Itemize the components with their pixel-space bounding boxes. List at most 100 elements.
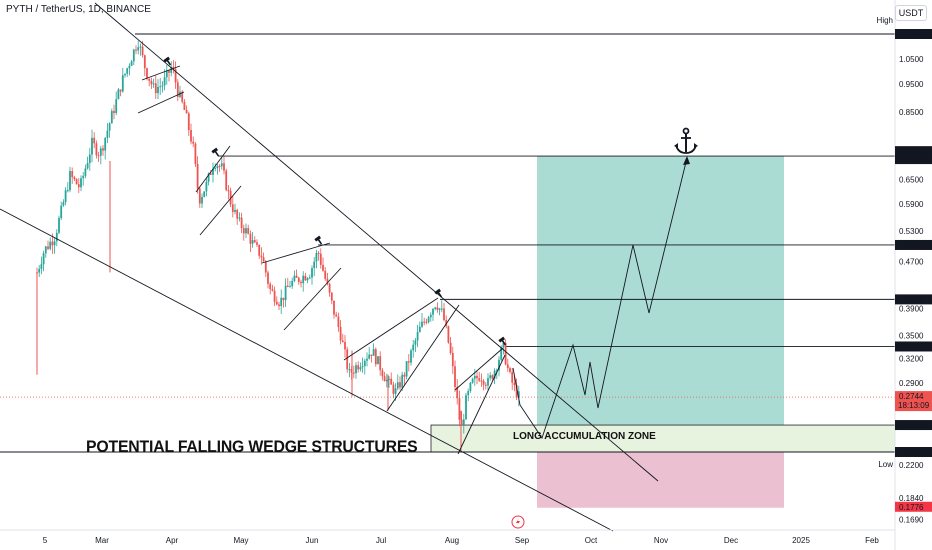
candle bbox=[55, 229, 58, 247]
price-label-bg bbox=[895, 341, 932, 352]
candle bbox=[183, 99, 186, 111]
price-tick-label: 0.4700 bbox=[899, 257, 924, 266]
candle bbox=[284, 278, 287, 307]
pair-title: PYTH / TetherUS, 1D, BINANCE bbox=[6, 4, 151, 15]
candle bbox=[482, 378, 485, 391]
price-label: 0.2456 bbox=[899, 421, 924, 430]
candle bbox=[106, 123, 109, 144]
candle bbox=[372, 343, 375, 356]
candle bbox=[476, 371, 478, 385]
candle bbox=[227, 185, 230, 200]
candle bbox=[130, 59, 133, 66]
price-label: 0.7138 bbox=[899, 155, 924, 164]
candle bbox=[513, 375, 516, 392]
candle bbox=[506, 358, 509, 372]
wedge-1-lower bbox=[137, 91, 185, 114]
candle bbox=[471, 377, 474, 384]
trade-zones bbox=[430, 156, 896, 508]
price-tick-label: 0.2900 bbox=[899, 379, 924, 388]
price-label: 0.2744 bbox=[899, 392, 924, 401]
candle bbox=[456, 379, 459, 405]
candle bbox=[187, 111, 190, 136]
candle bbox=[205, 177, 208, 197]
candle bbox=[333, 300, 335, 319]
candle bbox=[104, 137, 107, 160]
wedge-1-upper bbox=[141, 65, 181, 81]
candle bbox=[80, 175, 82, 192]
candle bbox=[297, 276, 300, 285]
candle bbox=[174, 61, 177, 89]
hammer-icon bbox=[211, 147, 220, 157]
candle bbox=[44, 245, 47, 258]
candle bbox=[238, 212, 241, 222]
price-label: 0.7164 bbox=[899, 147, 924, 156]
candle bbox=[82, 172, 85, 186]
candle bbox=[38, 265, 41, 278]
candle bbox=[73, 175, 76, 182]
candle bbox=[262, 252, 265, 262]
candle bbox=[223, 156, 225, 175]
candle bbox=[396, 374, 399, 391]
candle bbox=[429, 312, 432, 322]
currency-button[interactable]: USDT bbox=[895, 5, 927, 21]
candle bbox=[236, 208, 239, 225]
candle bbox=[423, 317, 426, 326]
accumulation-zone bbox=[430, 424, 896, 453]
candle bbox=[77, 178, 80, 194]
price-label-bg bbox=[895, 420, 932, 431]
candle bbox=[517, 385, 520, 407]
countdown-label: 18:13:09 bbox=[898, 401, 930, 410]
candle bbox=[247, 224, 250, 235]
price-tick-label: 0.8500 bbox=[899, 108, 924, 117]
loss-zone bbox=[537, 452, 784, 508]
candle bbox=[157, 79, 159, 100]
price-tick-label: 0.5900 bbox=[899, 200, 924, 209]
candle bbox=[69, 166, 71, 193]
candle bbox=[403, 372, 406, 385]
hammer-icon bbox=[498, 336, 507, 346]
candle bbox=[410, 348, 412, 366]
candle bbox=[337, 312, 340, 332]
candle bbox=[324, 267, 327, 281]
time-tick-label: Apr bbox=[166, 536, 179, 545]
candle bbox=[451, 346, 454, 375]
candle bbox=[440, 300, 443, 313]
candle bbox=[484, 382, 487, 390]
candle bbox=[66, 182, 69, 193]
candle bbox=[196, 156, 199, 194]
candle bbox=[374, 347, 377, 367]
candle bbox=[135, 45, 137, 55]
wedge-4-lower bbox=[386, 304, 460, 412]
candle bbox=[405, 361, 408, 380]
candle bbox=[436, 302, 439, 313]
candle bbox=[154, 75, 157, 100]
candle bbox=[491, 374, 494, 381]
candle bbox=[469, 381, 472, 393]
wedge-5-upper bbox=[454, 347, 504, 391]
candle bbox=[240, 212, 243, 234]
candle bbox=[49, 237, 52, 251]
candle bbox=[465, 392, 467, 420]
candle bbox=[330, 292, 333, 305]
candle bbox=[152, 78, 155, 88]
candle bbox=[253, 236, 256, 244]
candle bbox=[357, 361, 360, 373]
candle bbox=[75, 178, 78, 185]
candle bbox=[93, 132, 96, 149]
candle bbox=[84, 164, 87, 179]
time-tick-label: Feb bbox=[865, 536, 879, 545]
candle bbox=[473, 368, 476, 386]
price-label-bg bbox=[895, 154, 932, 165]
candle bbox=[339, 320, 342, 345]
candle bbox=[467, 388, 470, 402]
candle bbox=[275, 296, 278, 306]
candle bbox=[355, 362, 357, 379]
candle bbox=[346, 346, 349, 373]
candle bbox=[86, 156, 89, 170]
candle bbox=[504, 339, 507, 366]
candle bbox=[414, 337, 417, 352]
candles bbox=[36, 40, 520, 452]
candle bbox=[392, 381, 395, 399]
candle bbox=[216, 164, 219, 175]
